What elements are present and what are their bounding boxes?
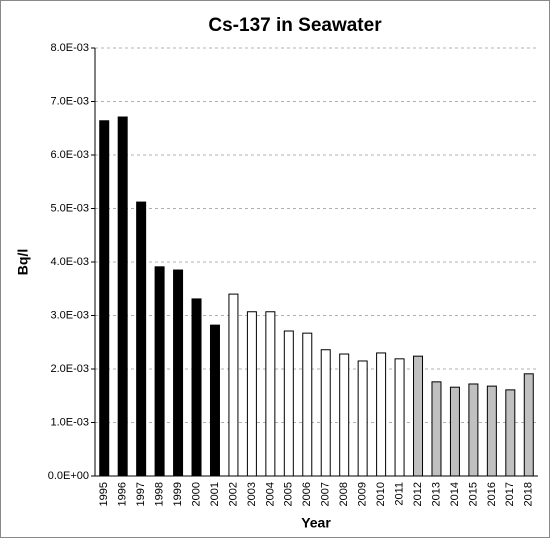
bar xyxy=(449,386,460,477)
bar xyxy=(376,352,387,477)
bar xyxy=(413,355,424,477)
bar xyxy=(339,353,350,477)
bar xyxy=(302,332,313,477)
x-tick-label: 1996 xyxy=(117,482,129,506)
x-tick-label: 2012 xyxy=(412,482,424,506)
y-tick-label: 0.0E+00 xyxy=(48,470,89,482)
x-tick-label: 2002 xyxy=(227,482,239,506)
y-tick-label: 7.0E-03 xyxy=(50,95,89,107)
bar xyxy=(523,373,534,477)
x-tick-label: 2006 xyxy=(301,482,313,506)
x-tick-label: 1995 xyxy=(98,482,110,506)
bar xyxy=(431,381,442,477)
x-tick-label: 2001 xyxy=(209,482,221,506)
bar xyxy=(486,385,497,477)
bar xyxy=(265,311,276,477)
x-tick-label: 2011 xyxy=(393,482,405,506)
y-tick-label: 2.0E-03 xyxy=(50,363,89,375)
x-axis-label: Year xyxy=(301,515,331,531)
bar xyxy=(394,358,405,477)
chart-title: Cs-137 in Seawater xyxy=(208,15,382,36)
x-tick-label: 2009 xyxy=(357,482,369,506)
x-tick-label: 2000 xyxy=(190,482,202,506)
bar xyxy=(136,201,147,477)
y-tick-label: 3.0E-03 xyxy=(50,309,89,321)
x-tick-label: 1999 xyxy=(172,482,184,506)
x-tick-label: 2005 xyxy=(283,482,295,506)
x-tick-label: 2018 xyxy=(523,482,535,506)
y-axis-label: Bq/l xyxy=(15,249,31,275)
bar xyxy=(99,120,110,477)
bar xyxy=(468,383,479,477)
bar xyxy=(357,360,368,477)
x-tick-label: 2004 xyxy=(264,482,276,506)
x-tick-label: 2013 xyxy=(430,482,442,506)
bar xyxy=(209,324,220,477)
bar xyxy=(228,293,239,477)
bar xyxy=(117,116,128,477)
x-tick-label: 2017 xyxy=(504,482,516,506)
bar xyxy=(154,266,165,477)
x-tick-label: 1997 xyxy=(135,482,147,506)
y-tick-label: 8.0E-03 xyxy=(50,42,89,54)
y-tick-label: 5.0E-03 xyxy=(50,202,89,214)
bar xyxy=(283,330,294,477)
x-tick-label: 2007 xyxy=(320,482,332,506)
y-tick-label: 1.0E-03 xyxy=(50,416,89,428)
x-tick-label: 2016 xyxy=(486,482,498,506)
bar xyxy=(191,298,202,477)
bar xyxy=(246,311,257,477)
y-tick-label: 4.0E-03 xyxy=(50,256,89,268)
x-tick-label: 2003 xyxy=(246,482,258,506)
bar xyxy=(505,389,516,477)
y-tick-label: 6.0E-03 xyxy=(50,149,89,161)
bar xyxy=(173,269,184,477)
x-tick-label: 2014 xyxy=(449,482,461,506)
x-tick-label: 2010 xyxy=(375,482,387,506)
x-tick-label: 1998 xyxy=(154,482,166,506)
x-tick-label: 2008 xyxy=(338,482,350,506)
x-tick-label: 2015 xyxy=(467,482,479,506)
bar xyxy=(320,349,331,477)
